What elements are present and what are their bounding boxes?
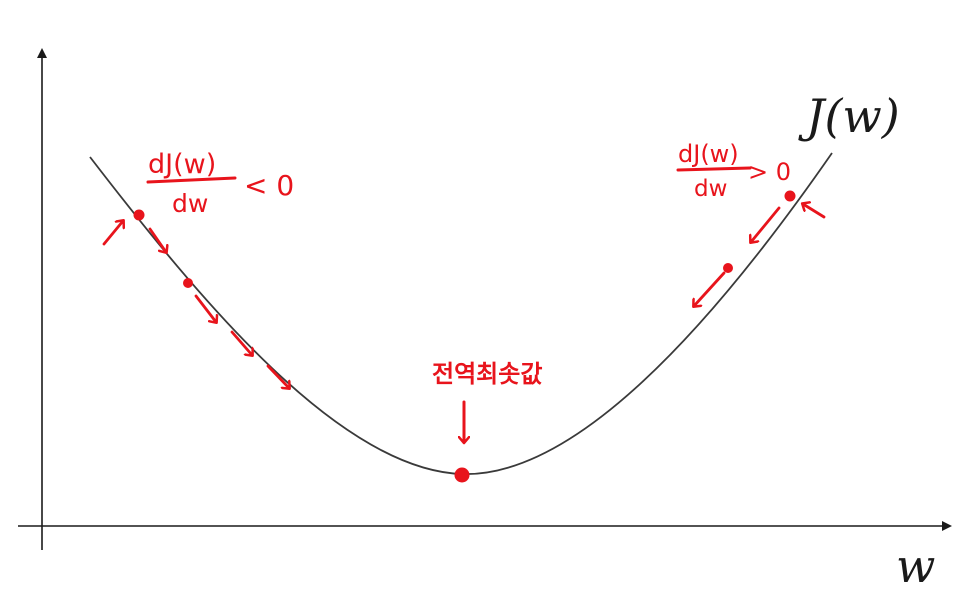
right-derivative-denominator: dw: [694, 176, 727, 202]
right-step-point: [723, 263, 733, 273]
right-fraction-bar: [676, 166, 752, 172]
right-derivative-relation: > 0: [748, 158, 791, 186]
left-descent-steps: [102, 209, 289, 389]
right-derivative-numerator: dJ(w): [678, 140, 739, 168]
minimum-label: 전역최솟값: [432, 360, 542, 388]
left-step-arrow-3: [230, 330, 252, 355]
left-step-point: [183, 278, 193, 288]
global-minimum-point: [454, 467, 470, 483]
right-step-arrow-2: [694, 271, 726, 306]
right-derivative-annotation: dJ(w) dw > 0: [676, 140, 791, 202]
left-fraction-bar: [146, 176, 237, 184]
left-derivative-denominator: dw: [172, 189, 208, 218]
right-start-point: [784, 190, 796, 202]
left-start-point: [133, 209, 145, 221]
curve-label: J(w): [798, 89, 900, 143]
right-descent-steps: [694, 190, 826, 307]
right-step-arrow-1: [751, 206, 781, 242]
left-entry-arrow: [102, 221, 123, 246]
left-derivative-numerator: dJ(w): [148, 149, 216, 180]
left-derivative-annotation: dJ(w) dw < 0: [146, 149, 294, 218]
left-derivative-relation: < 0: [244, 169, 294, 202]
left-step-arrow-2: [194, 294, 216, 322]
x-axis-label: w: [896, 539, 935, 593]
left-step-arrow-1: [148, 227, 166, 252]
left-step-arrow-4: [266, 364, 289, 388]
right-entry-arrow: [803, 204, 826, 219]
